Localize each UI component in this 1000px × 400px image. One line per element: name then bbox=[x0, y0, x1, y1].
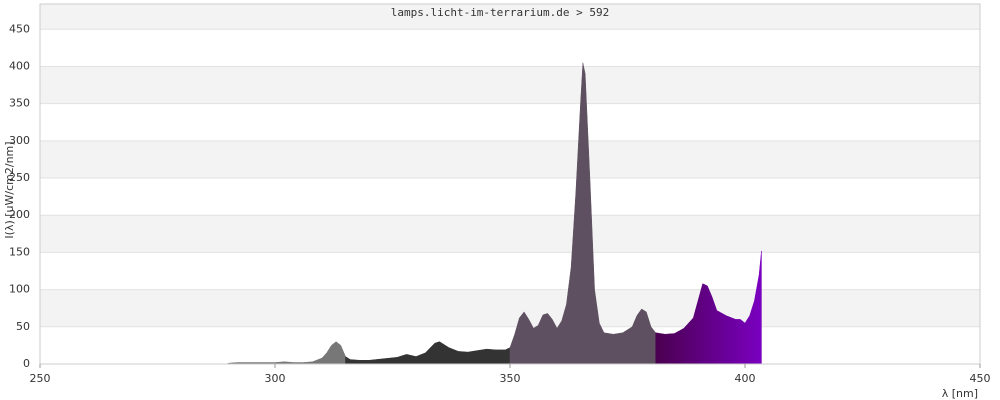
grid-band bbox=[40, 289, 980, 327]
y-tick-label: 400 bbox=[9, 59, 30, 72]
y-tick-label: 200 bbox=[9, 208, 30, 221]
y-axis-label: I(λ) [uW/cm2/nm] bbox=[3, 141, 16, 238]
x-tick-label: 250 bbox=[30, 372, 51, 385]
spectrum-area bbox=[655, 250, 762, 365]
x-tick-label: 300 bbox=[265, 372, 286, 385]
y-tick-label: 300 bbox=[9, 134, 30, 147]
spectrum-area bbox=[227, 341, 346, 365]
y-tick-label: 0 bbox=[23, 357, 30, 370]
y-tick-label: 350 bbox=[9, 97, 30, 110]
x-axis-label: λ [nm] bbox=[942, 387, 978, 400]
grid-band bbox=[40, 4, 980, 30]
spectrum-area bbox=[509, 62, 656, 365]
y-tick-label: 450 bbox=[9, 22, 30, 35]
grid-band bbox=[40, 215, 980, 253]
y-tick-label: 150 bbox=[9, 245, 30, 258]
chart-title: lamps.licht-im-terrarium.de > 592 bbox=[391, 6, 610, 19]
x-tick-label: 450 bbox=[970, 372, 991, 385]
y-tick-label: 50 bbox=[16, 320, 30, 333]
grid-band bbox=[40, 66, 980, 104]
y-tick-label: 250 bbox=[9, 171, 30, 184]
grid-band bbox=[40, 140, 980, 179]
x-tick-label: 350 bbox=[500, 372, 521, 385]
x-tick-label: 400 bbox=[735, 372, 756, 385]
y-tick-label: 100 bbox=[9, 283, 30, 296]
spectrum-area bbox=[345, 341, 511, 365]
